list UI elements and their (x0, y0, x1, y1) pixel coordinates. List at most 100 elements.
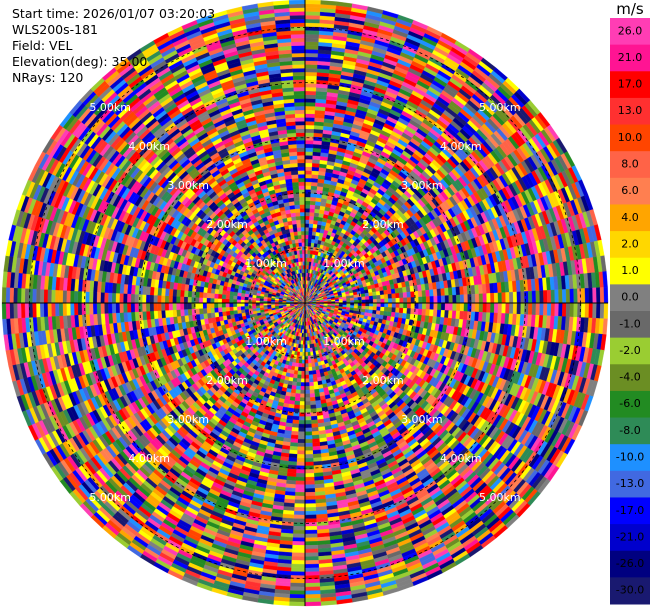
velocity-gate (304, 14, 321, 20)
velocity-gate (387, 293, 393, 299)
velocity-gate (384, 298, 389, 304)
velocity-gate (422, 296, 427, 304)
velocity-gate (304, 143, 314, 149)
velocity-gate (505, 302, 510, 314)
velocity-gate (290, 578, 306, 584)
velocity-gate (309, 200, 316, 206)
velocity-gate (592, 287, 597, 304)
velocity-gate (304, 227, 310, 232)
velocity-gate (418, 296, 423, 304)
velocity-gate (432, 288, 438, 297)
velocity-gate (309, 219, 314, 225)
velocity-gate (388, 298, 393, 304)
velocity-gate (297, 439, 306, 444)
velocity-gate (304, 56, 319, 62)
velocity-gate (429, 289, 434, 297)
velocity-gate (482, 293, 487, 304)
velocity-gate (304, 185, 312, 190)
velocity-gate (304, 469, 315, 474)
velocity-gate (304, 204, 311, 209)
velocity-gate (372, 302, 378, 307)
velocity-gate (304, 155, 313, 160)
velocity-gate (304, 544, 319, 550)
velocity-gate (592, 302, 597, 319)
velocity-gate (304, 200, 311, 205)
velocity-gate (304, 416, 312, 421)
velocity-gate (599, 302, 605, 319)
velocity-gate (304, 22, 320, 28)
velocity-gate (309, 393, 316, 398)
velocity-gate (304, 533, 318, 538)
velocity-gate (520, 291, 525, 304)
velocity-gate (304, 431, 313, 436)
velocity-gate (304, 75, 318, 80)
velocity-gate (543, 302, 548, 316)
velocity-gate (402, 292, 408, 299)
velocity-gate (295, 484, 306, 489)
velocity-gate (376, 302, 381, 308)
velocity-gate (379, 310, 385, 316)
velocity-gate (304, 136, 314, 141)
velocity-gate (309, 208, 316, 213)
velocity-gate (422, 302, 427, 310)
velocity-gate (292, 377, 298, 383)
velocity-gate (562, 302, 567, 317)
velocity-gate (295, 480, 306, 485)
velocity-gate (417, 290, 423, 298)
velocity-gate (304, 499, 316, 504)
velocity-gate (307, 344, 310, 349)
velocity-gate (290, 571, 306, 576)
velocity-gate (565, 302, 571, 318)
velocity-gate (304, 491, 316, 497)
velocity-gate (304, 556, 319, 561)
velocity-gate (292, 529, 306, 535)
velocity-gate (569, 302, 575, 318)
velocity-gate (304, 537, 318, 542)
velocity-gate (384, 302, 389, 308)
velocity-gate (304, 60, 318, 65)
velocity-gate (289, 597, 306, 603)
velocity-gate (304, 393, 311, 398)
velocity-gate (406, 291, 412, 298)
velocity-gate (436, 288, 442, 297)
velocity-gate (554, 289, 559, 304)
velocity-gate (292, 415, 300, 421)
velocity-gate (298, 359, 303, 364)
velocity-gate (425, 296, 431, 304)
velocity-gate (289, 590, 306, 595)
velocity-gate (311, 170, 320, 176)
velocity-gate (304, 234, 309, 239)
velocity-gate (596, 287, 601, 304)
velocity-gate (292, 541, 306, 546)
velocity-gate (309, 397, 316, 402)
velocity-gate (308, 363, 312, 368)
velocity-gate (550, 302, 556, 317)
velocity-gate (299, 408, 306, 413)
velocity-gate (433, 295, 438, 304)
velocity-gate (304, 98, 316, 103)
velocity-gate (288, 601, 306, 607)
velocity-gate (301, 367, 306, 372)
velocity-gate (304, 439, 313, 444)
velocity-gate (444, 295, 450, 304)
velocity-gate (368, 295, 374, 300)
velocity-gate (448, 302, 453, 311)
velocity-gate (297, 435, 306, 440)
velocity-gate (304, 128, 315, 133)
velocity-gate (376, 306, 381, 312)
velocity-gate (539, 302, 544, 316)
velocity-gate (291, 560, 306, 565)
velocity-gate (375, 310, 381, 316)
velocity-gate (297, 431, 306, 436)
velocity-gate (395, 307, 400, 314)
velocity-gate (380, 302, 385, 308)
velocity-gate (372, 295, 378, 300)
velocity-gate (308, 227, 314, 232)
velocity-gate (304, 488, 316, 493)
velocity-gate (298, 423, 306, 429)
velocity-gate (304, 480, 315, 485)
velocity-gate (304, 389, 310, 395)
velocity-gate (294, 393, 301, 398)
velocity-gate (306, 340, 310, 345)
velocity-gate (304, 529, 318, 535)
